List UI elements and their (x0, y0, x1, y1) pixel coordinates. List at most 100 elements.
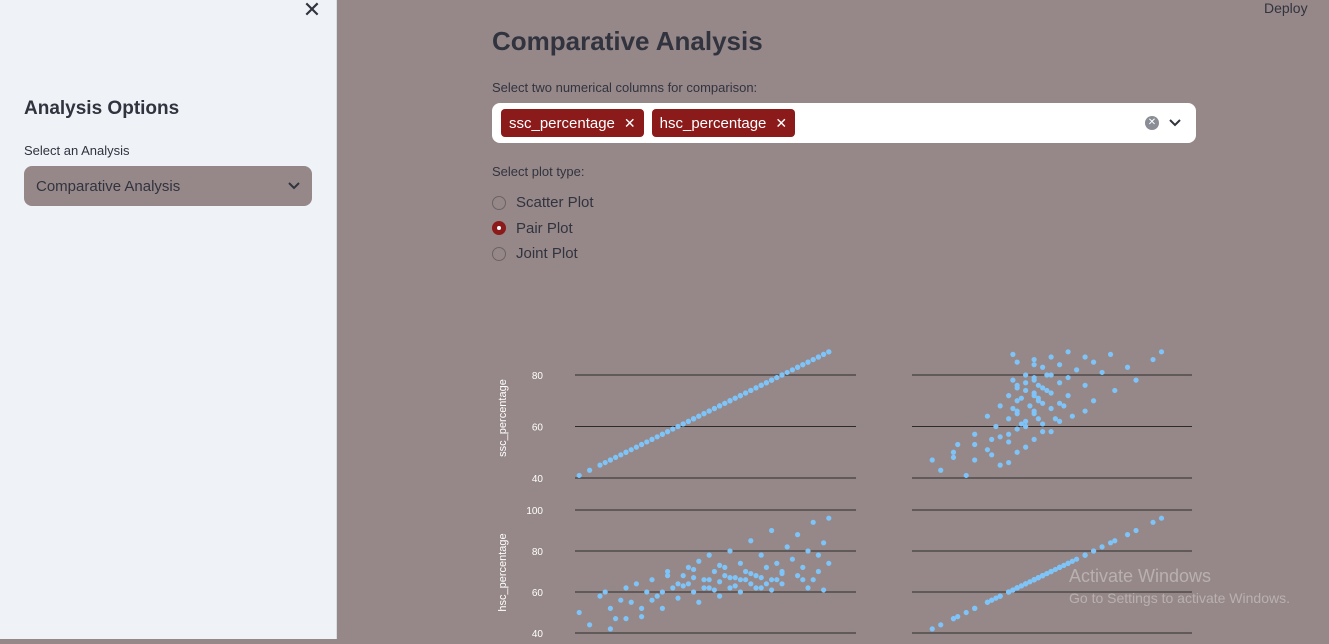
clear-all-icon[interactable]: ✕ (1145, 116, 1159, 130)
data-point (810, 519, 816, 525)
data-point (1073, 367, 1080, 373)
data-point (1006, 459, 1012, 466)
data-point (722, 400, 728, 406)
data-point (670, 585, 676, 591)
radio-scatter-plot[interactable]: Scatter Plot (492, 190, 594, 216)
data-point (826, 515, 832, 521)
data-point (753, 385, 759, 391)
remove-tag-icon[interactable]: ✕ (775, 114, 788, 131)
pair-plot: ssc_percentage 40 60 80 hsc_percentage 40 60 80… (492, 330, 1202, 640)
data-point (1150, 519, 1156, 525)
data-point (1099, 369, 1105, 376)
data-point (602, 459, 608, 466)
data-point (1014, 359, 1020, 365)
data-point (1061, 403, 1067, 409)
data-point (1010, 351, 1016, 357)
radio-label: Scatter Plot (516, 194, 594, 212)
data-point (1035, 575, 1041, 581)
data-point (821, 351, 827, 357)
data-point (993, 595, 999, 601)
data-point (784, 369, 790, 376)
data-point (955, 614, 961, 620)
chevron-down-icon[interactable] (1169, 116, 1181, 130)
data-point (1052, 416, 1058, 422)
data-point (659, 431, 665, 437)
data-point (1057, 362, 1063, 368)
data-point (722, 573, 728, 579)
data-point (1006, 439, 1012, 445)
data-point (680, 421, 686, 427)
data-point (769, 527, 775, 534)
data-point (727, 398, 733, 404)
data-point (789, 556, 795, 562)
data-point (800, 362, 806, 368)
data-point (815, 568, 821, 575)
data-point (1027, 579, 1033, 585)
deploy-button[interactable]: Deploy (1264, 0, 1308, 16)
data-point (1073, 556, 1080, 562)
data-point (711, 568, 717, 575)
data-point (1057, 380, 1063, 386)
radio-pair-plot[interactable]: Pair Plot (492, 216, 594, 242)
data-point (675, 595, 681, 601)
data-point (597, 593, 603, 599)
radio-label: Pair Plot (516, 219, 573, 237)
data-point (972, 431, 978, 437)
data-point (685, 564, 691, 570)
data-point (800, 564, 806, 570)
data-point (1057, 564, 1063, 570)
data-point (743, 390, 749, 396)
data-point (1031, 356, 1037, 363)
data-point (613, 454, 619, 460)
data-point (649, 577, 655, 583)
columns-multiselect[interactable]: ssc_percentage ✕ hsc_percentage ✕ ✕ (492, 103, 1196, 143)
data-point (1014, 585, 1020, 591)
analysis-select-value: Comparative Analysis (36, 177, 181, 195)
data-point (587, 467, 593, 473)
data-point (1031, 436, 1037, 442)
radio-label: Joint Plot (516, 245, 578, 263)
data-point (989, 436, 995, 442)
data-point (1027, 403, 1033, 409)
data-point (929, 626, 935, 632)
data-point (810, 356, 816, 363)
data-point (711, 405, 717, 412)
remove-tag-icon[interactable]: ✕ (623, 114, 636, 131)
data-point (1031, 393, 1037, 399)
data-point (1124, 364, 1131, 370)
analysis-select[interactable]: Comparative Analysis (24, 166, 312, 206)
plot-type-label: Select plot type: (492, 164, 585, 179)
data-point (1090, 359, 1097, 365)
data-point (1082, 552, 1088, 558)
data-point (1014, 426, 1020, 432)
data-point (628, 599, 634, 605)
close-sidebar-button[interactable]: ✕ (300, 0, 324, 22)
data-point (993, 423, 999, 430)
data-point (717, 403, 723, 409)
data-point (1018, 583, 1024, 589)
data-point (1069, 413, 1075, 419)
data-point (623, 616, 629, 622)
data-point (665, 568, 671, 575)
data-point (984, 413, 991, 419)
data-point (743, 577, 749, 583)
data-point (1065, 560, 1071, 566)
data-point (769, 577, 775, 583)
data-point (984, 599, 991, 605)
data-point (623, 585, 629, 591)
data-point (1006, 431, 1012, 437)
data-point (774, 560, 780, 566)
data-point (826, 349, 832, 355)
data-point (1040, 364, 1046, 370)
data-point (737, 560, 743, 566)
data-point (938, 467, 944, 473)
data-point (1048, 568, 1054, 575)
radio-joint-plot[interactable]: Joint Plot (492, 241, 594, 267)
data-point (665, 429, 671, 435)
data-point (613, 616, 619, 622)
selected-tag-hsc: hsc_percentage ✕ (651, 109, 796, 137)
data-point (1023, 372, 1029, 378)
data-point (633, 444, 639, 450)
columns-multiselect-label: Select two numerical columns for compari… (492, 80, 758, 95)
data-point (779, 570, 785, 577)
